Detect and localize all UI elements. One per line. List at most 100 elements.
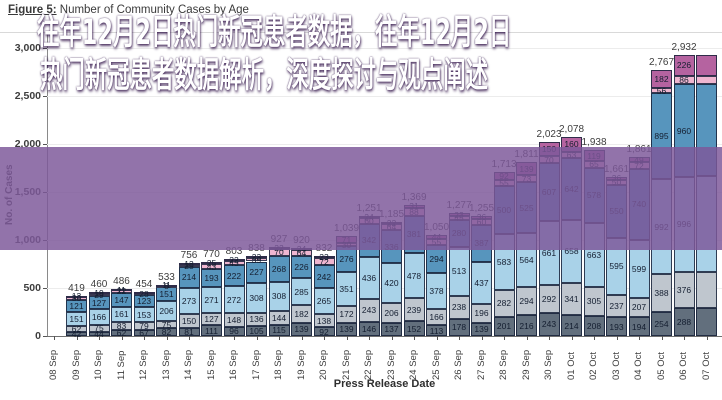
segment-value-label: 105 bbox=[249, 325, 264, 336]
x-tick-label: 26 Sep bbox=[453, 349, 464, 380]
segment-value-label: 271 bbox=[204, 295, 219, 306]
segment-value-label: 144 bbox=[271, 313, 287, 324]
segment-value-label: 42 bbox=[71, 328, 82, 339]
bar-segment-group-magenta bbox=[223, 258, 245, 262]
segment-value-label: 206 bbox=[384, 307, 399, 318]
segment-value-label: 166 bbox=[429, 312, 444, 323]
bar-segment-group-light-blue bbox=[471, 261, 492, 304]
segment-value-label: 22 bbox=[116, 286, 127, 297]
bar-segment-group-magenta bbox=[673, 54, 695, 77]
x-tick-mark bbox=[459, 336, 460, 340]
bar-segment-group-light-blue bbox=[336, 272, 357, 307]
x-tick-label: 09 Sep bbox=[70, 349, 82, 380]
segment-value-label: 160 bbox=[564, 139, 579, 150]
bar-segment-group-dark-slate bbox=[673, 308, 695, 336]
x-tick-label: 30 Sep bbox=[543, 349, 554, 380]
segment-value-label: 75 bbox=[161, 319, 172, 330]
bar-segment-group-light-gray bbox=[223, 312, 245, 327]
segment-value-label: 137 bbox=[384, 324, 399, 335]
bar-segment-group-light-blue bbox=[133, 307, 155, 322]
bar-segment-group-dark-slate bbox=[268, 324, 290, 336]
bar-segment-group-light-blue bbox=[201, 287, 222, 314]
x-tick-label: 12 Sep bbox=[138, 349, 149, 380]
segment-value-label: 23 bbox=[251, 251, 262, 262]
x-tick-label: 08 Sep bbox=[48, 349, 59, 380]
segment-value-label: 208 bbox=[586, 321, 602, 332]
segment-value-label: 273 bbox=[181, 295, 197, 306]
bar-segment-group-dark-slate bbox=[156, 328, 177, 336]
bar-segment-group-light-gray bbox=[156, 320, 177, 329]
bar-segment-group-magenta bbox=[133, 292, 155, 295]
bar-segment-group-light-gray bbox=[448, 296, 470, 319]
segment-value-label: 201 bbox=[496, 321, 512, 332]
segment-value-label: 64 bbox=[296, 248, 307, 259]
x-tick-mark bbox=[234, 336, 235, 340]
bar-segment-group-light-gray bbox=[561, 282, 582, 316]
bar-total-label: 460 bbox=[90, 278, 108, 290]
plot-top-border bbox=[0, 32, 722, 33]
segment-value-label: 268 bbox=[271, 263, 287, 274]
bar-segment-group-dark-slate bbox=[246, 325, 267, 336]
x-tick-label: 15 Sep bbox=[205, 349, 217, 380]
segment-value-label: 194 bbox=[631, 321, 647, 332]
bar-segment-group-light-blue bbox=[358, 256, 380, 299]
figure-title-prefix: Figure 5: bbox=[8, 4, 57, 16]
x-tick-label: 13 Sep bbox=[160, 349, 172, 380]
x-tick-label: 25 Sep bbox=[430, 349, 442, 380]
segment-value-label: 513 bbox=[451, 266, 467, 277]
bar-segment-group-dark-slate bbox=[291, 322, 312, 336]
x-tick-mark bbox=[166, 336, 168, 340]
bar-segment-group-steel-blue bbox=[133, 295, 155, 308]
bar-segment-group-light-gray bbox=[538, 284, 560, 313]
bar-segment-group-light-blue bbox=[88, 308, 110, 325]
overlay-text-line2: 热门新冠患者数据解析，深度探讨与观点阐述 bbox=[40, 56, 489, 96]
x-tick-label: 20 Sep bbox=[318, 349, 329, 380]
segment-value-label: 196 bbox=[474, 308, 489, 319]
bar-segment-group-dark-slate bbox=[133, 329, 155, 336]
bar-segment-group-light-blue bbox=[246, 283, 267, 313]
figure-title-text: Number of Community Cases by Age bbox=[56, 4, 249, 16]
segment-value-label: 226 bbox=[676, 60, 692, 71]
segment-value-label: 265 bbox=[316, 296, 332, 307]
segment-value-label: 62 bbox=[71, 323, 82, 334]
segment-value-label: 81 bbox=[184, 327, 194, 338]
bar-segment-group-magenta bbox=[246, 255, 267, 258]
x-tick-mark bbox=[481, 336, 483, 340]
x-axis-title: Press Release Date bbox=[333, 378, 436, 390]
segment-value-label: 206 bbox=[159, 306, 174, 317]
bar-segment-group-steel-blue bbox=[201, 268, 222, 288]
x-tick-mark bbox=[526, 336, 528, 340]
x-tick-mark bbox=[639, 336, 640, 340]
bar-segment-group-dark-slate bbox=[403, 321, 425, 336]
segment-value-label: 153 bbox=[136, 309, 152, 320]
bar-segment-group-light-blue bbox=[403, 252, 425, 299]
segment-value-label: 282 bbox=[496, 298, 512, 309]
segment-value-label: 25 bbox=[206, 258, 217, 269]
bar-segment-group-steel-blue bbox=[223, 265, 245, 287]
x-tick-mark bbox=[369, 336, 370, 340]
segment-value-label: 292 bbox=[541, 293, 557, 304]
segment-value-label: 70 bbox=[274, 247, 284, 258]
x-tick-label: 16 Sep bbox=[228, 349, 239, 380]
segment-value-label: 62 bbox=[116, 328, 127, 339]
x-tick-mark bbox=[346, 336, 348, 340]
bar-total-label: 2,932 bbox=[671, 41, 697, 53]
bar-segment-group-magenta bbox=[66, 295, 87, 298]
segment-value-label: 663 bbox=[586, 249, 602, 260]
bar-segment-group-magenta bbox=[88, 291, 110, 294]
x-tick-mark bbox=[324, 336, 325, 340]
x-tick-mark bbox=[504, 336, 505, 340]
bar-segment-group-steel-blue bbox=[88, 296, 110, 309]
bar-segment-group-dark-slate bbox=[651, 311, 672, 336]
x-tick-label: 22 Sep bbox=[363, 349, 374, 380]
segment-value-label: 115 bbox=[272, 325, 286, 336]
segment-value-label: 226 bbox=[294, 261, 309, 272]
segment-value-label: 294 bbox=[429, 253, 444, 264]
bar-segment-group-light-pink bbox=[313, 258, 335, 266]
bar-segment-group-light-gray bbox=[246, 312, 267, 326]
segment-value-label: 139 bbox=[474, 324, 489, 335]
bar-segment-group-steel-blue bbox=[291, 256, 312, 278]
bar-segment-group-magenta bbox=[156, 284, 177, 287]
segment-value-label: 136 bbox=[249, 314, 264, 325]
bar-segment-group-dark-slate bbox=[628, 317, 650, 336]
